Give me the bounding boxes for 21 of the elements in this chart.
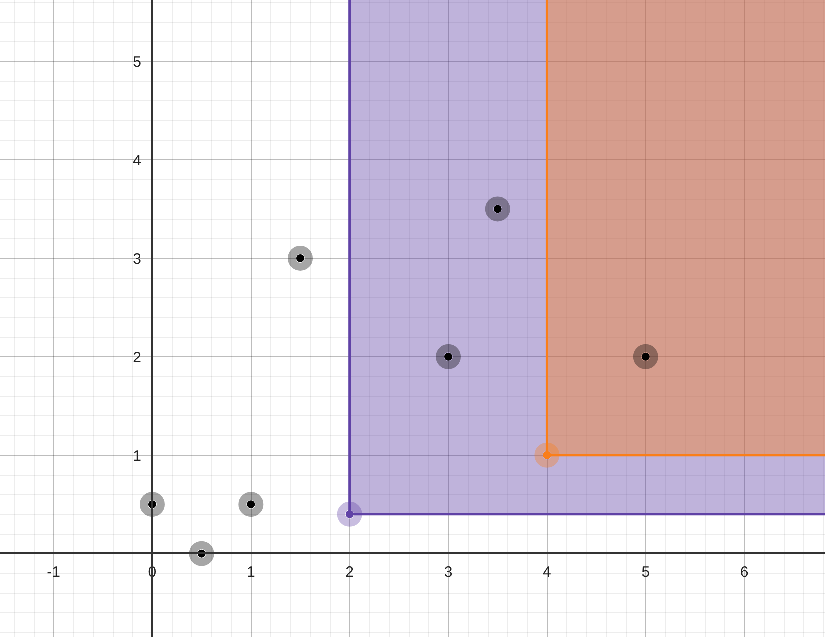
y-tick-label: 4 — [133, 152, 142, 170]
point — [288, 246, 313, 271]
x-tick-label: 4 — [543, 564, 552, 581]
x-tick-label: 6 — [740, 564, 749, 581]
y-tick-label: 1 — [133, 448, 142, 465]
y-tick-label: 2 — [133, 349, 142, 366]
x-tick-label: 2 — [346, 564, 354, 581]
point — [238, 492, 264, 518]
point — [140, 492, 165, 518]
x-tick-label: 5 — [642, 564, 650, 581]
point — [485, 196, 510, 222]
point — [436, 344, 462, 370]
point — [633, 344, 658, 370]
y-tick-label: 5 — [133, 54, 142, 72]
x-tick-label: 3 — [444, 564, 453, 581]
point — [189, 541, 214, 566]
y-tick-label: 3 — [133, 250, 142, 268]
point — [534, 442, 560, 468]
point — [337, 502, 362, 527]
x-tick-label: 1 — [246, 564, 256, 581]
x-tick-label: -1 — [47, 564, 60, 581]
